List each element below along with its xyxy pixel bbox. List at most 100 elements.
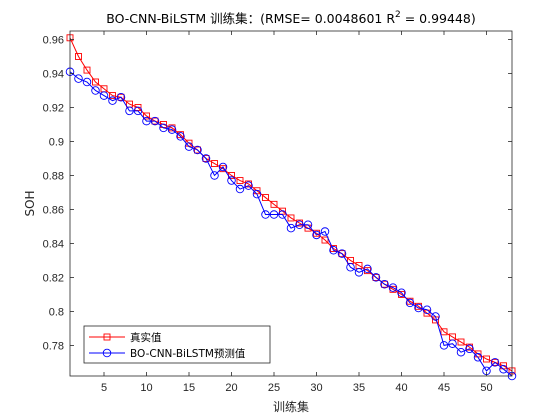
data-point-predicted <box>456 347 466 357</box>
data-point-actual <box>75 53 82 60</box>
data-point-predicted <box>261 210 270 219</box>
data-point-predicted <box>354 268 364 277</box>
data-point-predicted <box>490 358 500 367</box>
x-tick-label: 5 <box>101 382 107 394</box>
data-point-predicted <box>167 125 177 134</box>
data-point-predicted <box>320 227 330 236</box>
data-point-predicted <box>346 262 355 272</box>
data-point-predicted <box>414 303 423 313</box>
data-point-actual <box>92 78 99 86</box>
legend-label-predicted: BO-CNN-BiLSTM预测值 <box>130 347 246 360</box>
plot-area-background <box>70 31 512 376</box>
data-point-predicted <box>227 176 236 185</box>
data-point-actual <box>202 155 210 162</box>
data-point-actual <box>109 92 116 100</box>
data-point-predicted <box>371 273 381 282</box>
data-point-actual <box>372 273 380 281</box>
data-point-actual <box>406 297 414 305</box>
data-point-predicted <box>74 74 83 83</box>
data-point-predicted <box>244 181 253 190</box>
y-tick-label: 0.84 <box>43 238 64 250</box>
data-point-predicted <box>422 305 432 314</box>
data-point-predicted <box>431 312 440 321</box>
legend-marker-predicted <box>102 348 112 358</box>
x-tick-label: 10 <box>140 382 152 394</box>
data-point-actual <box>457 338 465 346</box>
data-point-predicted <box>397 288 406 297</box>
data-point-actual <box>483 355 490 363</box>
data-point-actual <box>177 131 184 139</box>
data-point-predicted <box>278 210 287 219</box>
data-point-actual <box>168 124 176 132</box>
data-point-actual <box>262 194 269 202</box>
data-point-predicted <box>473 353 483 362</box>
data-point-predicted <box>388 283 398 292</box>
axis-ticks: 5 10 15 20 25 30 35 40 45 50 0.78 0.8 0.82 0.84 0.86 0.… <box>43 31 512 394</box>
data-point-actual <box>83 66 91 74</box>
y-axis-label: SOH <box>23 190 37 216</box>
data-point-predicted <box>159 123 168 133</box>
y-tick-label: 0.92 <box>43 102 64 114</box>
legend-marker-actual <box>103 333 111 341</box>
data-point-actual <box>330 245 337 252</box>
data-point-actual <box>296 219 303 227</box>
data-point-predicted <box>184 142 194 151</box>
x-tick-label: 35 <box>353 382 365 394</box>
data-point-actual <box>219 165 227 173</box>
data-point-predicted <box>133 106 143 116</box>
data-point-predicted <box>125 106 134 116</box>
data-point-predicted <box>176 132 185 141</box>
x-tick-label: 50 <box>480 382 492 394</box>
y-tick-label: 0.86 <box>43 204 64 216</box>
data-point-actual <box>321 236 329 244</box>
plot-area-border <box>69 30 513 377</box>
data-point-actual <box>117 93 125 101</box>
y-tick-label: 0.88 <box>43 170 64 182</box>
data-point-predicted <box>142 116 151 126</box>
data-point-predicted <box>108 96 117 105</box>
data-point-actual <box>398 290 405 298</box>
data-point-predicted <box>303 220 313 229</box>
data-point-predicted <box>465 344 474 354</box>
data-point-actual <box>287 214 295 222</box>
data-point-predicted <box>82 77 92 87</box>
data-point-predicted <box>329 245 338 255</box>
data-point-predicted <box>363 264 372 274</box>
data-point-actual <box>466 343 473 351</box>
data-point-predicted <box>380 279 389 289</box>
y-tick-label: 0.8 <box>49 306 64 318</box>
data-point-predicted <box>218 162 228 172</box>
data-point-actual <box>245 180 252 188</box>
data-point-actual <box>236 177 244 185</box>
data-point-actual <box>440 328 448 336</box>
data-point-predicted <box>312 230 321 240</box>
data-point-predicted <box>99 91 109 100</box>
data-point-predicted <box>210 171 219 180</box>
y-tick-label: 0.96 <box>43 34 64 46</box>
data-point-predicted <box>193 145 202 155</box>
series-line-predicted <box>69 71 513 377</box>
series-predicted <box>65 67 517 381</box>
data-point-predicted <box>116 93 126 102</box>
y-tick-label: 0.82 <box>43 272 64 284</box>
data-point-predicted <box>150 116 160 126</box>
chart-title: BO-CNN-BiLSTM 训练集：(RMSE= 0.0048601 R2 = … <box>106 10 476 26</box>
data-point-predicted <box>439 341 449 350</box>
data-point-predicted <box>337 249 347 258</box>
data-point-predicted <box>252 189 262 199</box>
x-tick-label: 30 <box>310 382 322 394</box>
y-tick-label: 0.94 <box>43 68 64 80</box>
data-point-predicted <box>295 220 304 229</box>
data-point-actual <box>211 160 218 168</box>
data-point-actual <box>270 200 278 208</box>
x-tick-label: 25 <box>268 382 280 394</box>
data-point-predicted <box>269 210 279 219</box>
data-point-predicted <box>405 298 415 308</box>
legend-label-actual: 真实值 <box>130 331 162 344</box>
data-point-actual <box>338 250 346 258</box>
data-point-predicted <box>91 86 100 95</box>
series-layer <box>65 34 517 381</box>
legend-box <box>83 325 271 364</box>
y-tick-label: 0.9 <box>49 136 64 148</box>
